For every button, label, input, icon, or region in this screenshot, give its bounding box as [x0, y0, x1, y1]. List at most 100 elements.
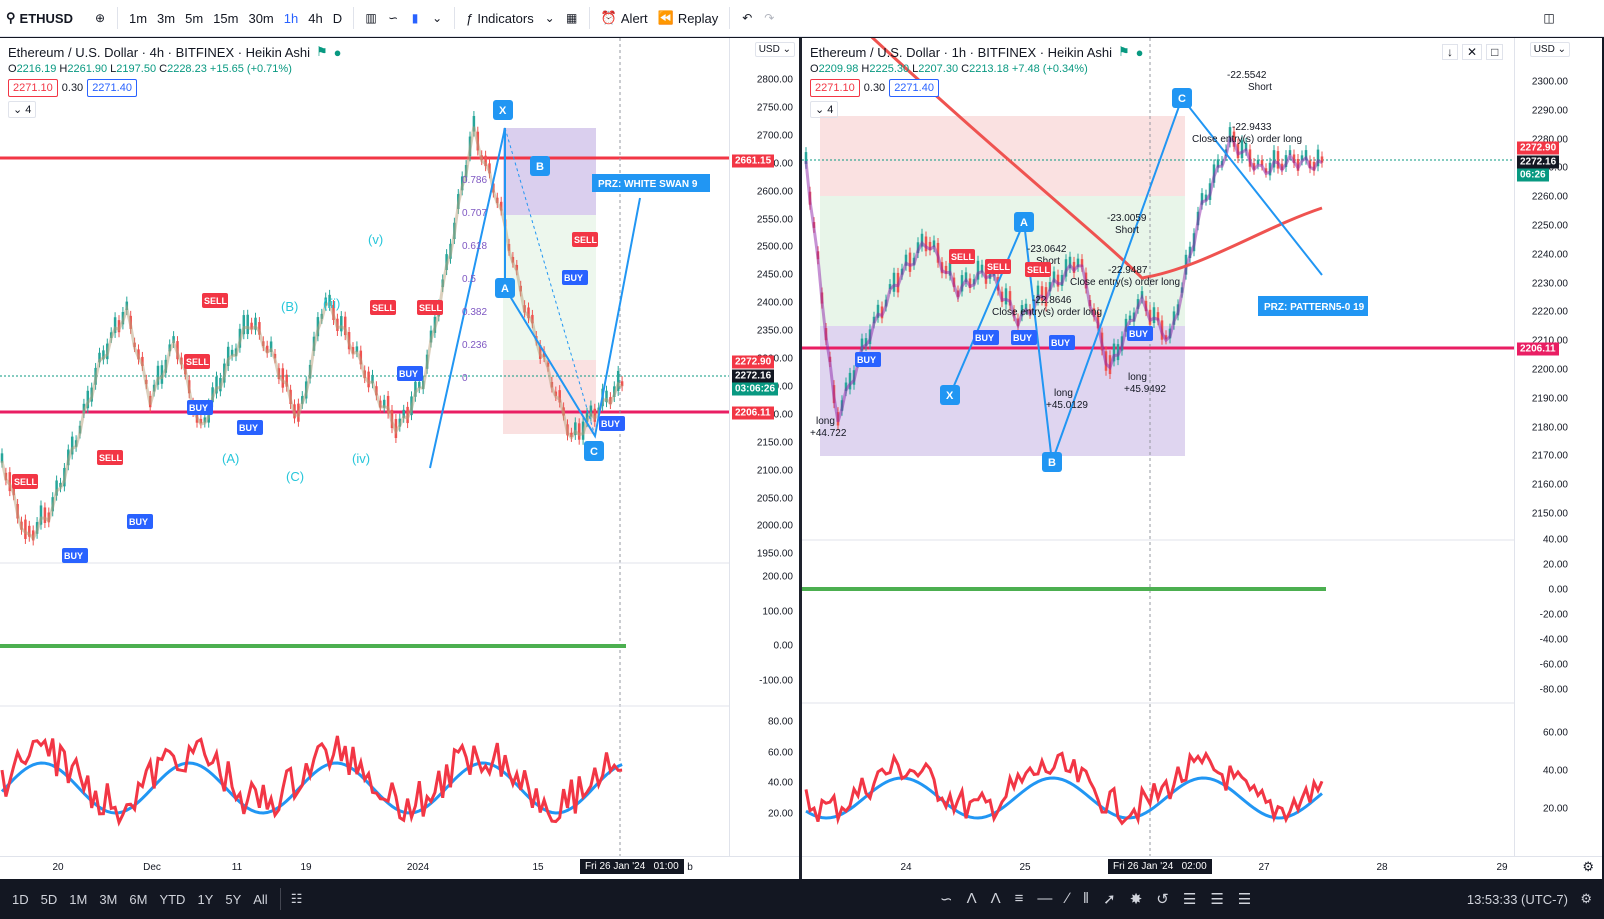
pattern-tool-icon[interactable]: ∽: [940, 891, 953, 908]
symbol-search-button[interactable]: ⚲ ETHUSD: [0, 10, 89, 26]
replay-button[interactable]: ⏪ Replay: [653, 4, 724, 32]
panel-divider[interactable]: [799, 38, 802, 879]
left-chart-panel[interactable]: 0.786 0.707 0.618 0.5 0.382 0.236 0 X A B C PRZ: WH…: [0, 38, 799, 879]
candle: [355, 346, 359, 353]
prz-label-box: [1258, 296, 1368, 316]
xabcd-tool-icon[interactable]: Λ: [966, 890, 977, 907]
indicator-collapse-button[interactable]: ⌄ 4: [810, 101, 839, 118]
fib-extension-icon[interactable]: ☰: [1210, 891, 1224, 908]
left-price-axis[interactable]: USD ⌄ 2800.00 2750.00 2700.00 2650.00 2600.0…: [729, 38, 799, 856]
sell-price-button[interactable]: 2271.10: [8, 79, 58, 97]
price-axis-label: -60.00: [1539, 659, 1568, 671]
settings-gear-icon[interactable]: ⚙: [1582, 859, 1594, 874]
right-time-axis[interactable]: 24 25 27 28 29 Fri 26 Jan '24 02:00: [802, 856, 1602, 879]
compare-add-icon[interactable]: ⊕: [94, 11, 106, 25]
bottom-toolbar: 1D 5D 1M 3M 6M YTD 1Y 5Y All ☷ ∽ Λ Λ ≡ — ∕ ‖ ➚ ✸…: [0, 879, 1604, 919]
line-style-icon[interactable]: ∽: [388, 11, 399, 25]
indicator-collapse-button[interactable]: ⌄ 4: [8, 101, 37, 118]
candle: [1156, 312, 1160, 321]
undo-icon[interactable]: ↶: [742, 11, 753, 25]
left-time-axis[interactable]: 20 Dec 11 19 2024 15 b Fri 26 Jan '24 01:00: [0, 856, 799, 879]
right-price-axis[interactable]: USD ⌄ 2300.002290.002280.002270.002260.0…: [1514, 38, 1574, 856]
candle: [527, 307, 530, 319]
redo-icon[interactable]: ↷: [764, 11, 775, 25]
fib-retracement-icon[interactable]: ☰: [1182, 891, 1197, 908]
search-icon: ⚲: [6, 10, 16, 25]
bars-style-icon[interactable]: ▥: [365, 11, 377, 25]
ohlc-change: +15.65 (+0.71%): [209, 63, 292, 75]
candle: [418, 381, 421, 389]
sell-price-button[interactable]: 2271.10: [810, 79, 860, 97]
price-axis-label: 2350.00: [756, 325, 793, 337]
interval-D[interactable]: D: [332, 10, 343, 26]
candle: [928, 241, 932, 251]
pattern-point-label: B: [536, 161, 544, 173]
chevron-down-icon[interactable]: ⌄: [432, 11, 443, 25]
buy-price-button[interactable]: 2271.40: [87, 79, 137, 97]
range-1m[interactable]: 1M: [69, 891, 88, 907]
settings-gear-icon[interactable]: ⚙: [1580, 891, 1592, 906]
candle: [156, 365, 160, 385]
range-1y[interactable]: 1Y: [197, 891, 214, 907]
indicators-button[interactable]: ƒ Indicators: [461, 4, 539, 32]
sell-signal-text: SELL: [574, 235, 598, 245]
right-chart-panel[interactable]: X A B C PRZ: PATTERN5-0 19 -22.5542 Short -22.9…: [802, 38, 1602, 879]
price-axis-label: 2160.00: [1531, 479, 1568, 491]
interval-30m[interactable]: 30m: [248, 10, 274, 26]
ray-icon[interactable]: ➚: [1103, 891, 1116, 908]
interval-1m[interactable]: 1m: [128, 10, 148, 26]
interval-1h[interactable]: 1h: [283, 10, 299, 26]
sidebar-toggle-icon[interactable]: ◫: [1543, 11, 1555, 25]
price-axis-label: 2000.00: [756, 520, 793, 532]
interval-4h[interactable]: 4h: [308, 10, 323, 26]
menu-icon[interactable]: ☰: [1237, 891, 1252, 908]
right-chart-legend: Ethereum / U.S. Dollar · 1h · BITFINEX ·…: [810, 44, 1144, 118]
interval-3m[interactable]: 3m: [157, 10, 176, 26]
calendar-goto-icon[interactable]: ☷: [290, 891, 303, 906]
interval-15m[interactable]: 15m: [213, 10, 239, 26]
range-5y[interactable]: 5Y: [225, 891, 242, 907]
gann-icon[interactable]: ↺: [1156, 891, 1169, 908]
close-icon[interactable]: ✕: [1462, 44, 1483, 60]
range-3m[interactable]: 3M: [99, 891, 118, 907]
range-1d[interactable]: 1D: [12, 891, 29, 907]
left-chart-canvas[interactable]: 0.786 0.707 0.618 0.5 0.382 0.236 0 X A B C PRZ: WH…: [0, 38, 799, 879]
buy-price-button[interactable]: 2271.40: [889, 79, 939, 97]
fib-tool-icon[interactable]: ‖: [1082, 890, 1090, 907]
moving-average-line: [804, 134, 1323, 423]
heikin-ashi-icon[interactable]: ▮: [411, 11, 419, 25]
price-axis-label: 2200.00: [1531, 364, 1568, 376]
range-all[interactable]: All: [253, 891, 268, 907]
layout-grid-icon[interactable]: ▦: [566, 11, 578, 25]
range-6m[interactable]: 6M: [129, 891, 148, 907]
horizontal-line-icon[interactable]: —: [1037, 890, 1053, 907]
range-5d[interactable]: 5D: [40, 891, 58, 907]
price-axis-tag: 2272.16: [732, 369, 775, 383]
price-axis-label: 20.00: [1542, 803, 1568, 815]
chevron-down-icon[interactable]: ⌄: [544, 11, 555, 25]
range-ytd[interactable]: YTD: [159, 891, 186, 907]
arrow-down-icon[interactable]: ↓: [1442, 44, 1458, 60]
candle: [402, 409, 405, 418]
prz-label-text: PRZ: PATTERN5-0 19: [1264, 302, 1365, 313]
rsi-signal-line: [805, 776, 1323, 820]
pattern-point-badge: [493, 100, 513, 120]
currency-label: USD: [1533, 44, 1555, 55]
candle: [1040, 286, 1044, 301]
trade-annotation: long: [1054, 388, 1073, 399]
pattern-star-icon[interactable]: ✸: [1129, 891, 1143, 908]
candle: [960, 275, 964, 292]
sell-signal-badge: [370, 300, 396, 315]
abcd-tool-icon[interactable]: Λ: [990, 890, 1001, 907]
currency-select[interactable]: USD ⌄: [754, 42, 795, 57]
channel-tool-icon[interactable]: ≡: [1014, 890, 1024, 907]
maximize-icon[interactable]: □: [1486, 44, 1504, 60]
currency-select[interactable]: USD ⌄: [1529, 42, 1570, 57]
trend-line-icon[interactable]: ∕: [1066, 890, 1069, 907]
clock-readout[interactable]: 13:53:33 (UTC-7): [1466, 891, 1568, 907]
currency-label: USD: [758, 44, 780, 55]
interval-5m[interactable]: 5m: [185, 10, 204, 26]
alert-button[interactable]: ⏰ Alert: [596, 4, 653, 32]
right-chart-title: Ethereum / U.S. Dollar · 1h · BITFINEX ·…: [810, 44, 1112, 60]
